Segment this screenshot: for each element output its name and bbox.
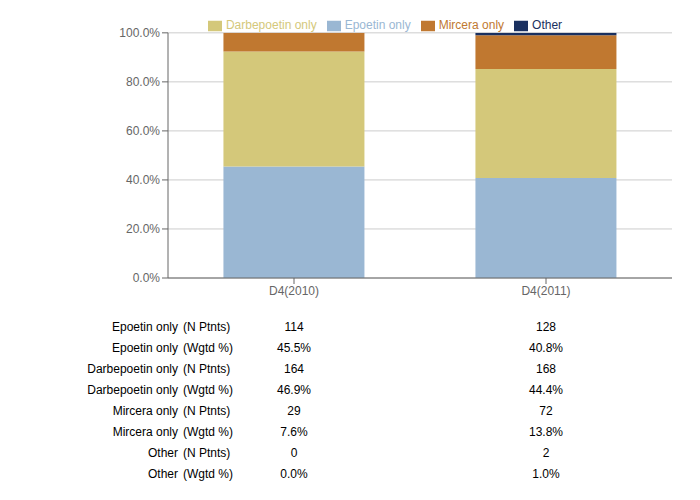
html-text:(Wgtd %): (Wgtd %) (183, 425, 233, 439)
html-text:(N Ptnts): (N Ptnts) (183, 320, 231, 334)
html-text:Other: Other (148, 446, 178, 460)
html-text:44.4%: 44.4% (529, 383, 563, 397)
html-text:128: 128 (536, 320, 556, 334)
html-text:Epoetin only: Epoetin only (344, 18, 411, 32)
html-text:168: 168 (536, 362, 556, 376)
html-text:29: 29 (287, 404, 301, 418)
svg-text:20.0%: 20.0% (126, 222, 160, 236)
svg-text:D4(2010): D4(2010) (269, 284, 319, 298)
svg-text:D4(2011): D4(2011) (521, 284, 570, 298)
html-text:(Wgtd %): (Wgtd %) (183, 467, 233, 481)
html-text:(N Ptnts): (N Ptnts) (183, 446, 231, 460)
html-text:Mircera only: Mircera only (438, 18, 505, 32)
html-text:Darbepoetin only: Darbepoetin only (87, 362, 178, 376)
html-text:46.9%: 46.9% (277, 383, 311, 397)
html-text:114: 114 (284, 320, 304, 334)
html-text:Other: Other (148, 467, 178, 481)
html-text:164: 164 (284, 362, 304, 376)
svg-text:100.0%: 100.0% (119, 26, 160, 40)
html-text:1.0%: 1.0% (532, 467, 560, 481)
html-text:2: 2 (542, 446, 550, 460)
svg-text:0.0%: 0.0% (133, 271, 161, 285)
html-text:0: 0 (290, 446, 298, 460)
html-text:40.8%: 40.8% (529, 341, 563, 355)
html-text:72: 72 (539, 404, 553, 418)
html-text:45.5%: 45.5% (277, 341, 311, 355)
html-text:(N Ptnts): (N Ptnts) (183, 362, 231, 376)
html-text:Mircera only: Mircera only (112, 425, 178, 439)
html-text:Epoetin only: Epoetin only (112, 341, 178, 355)
svg-text:80.0%: 80.0% (126, 75, 160, 89)
html-text:Epoetin only: Epoetin only (112, 320, 178, 334)
html-text:Darbepoetin only: Darbepoetin only (225, 18, 317, 32)
svg-text:60.0%: 60.0% (126, 124, 160, 138)
html-text:(N Ptnts): (N Ptnts) (183, 404, 231, 418)
svg-text:40.0%: 40.0% (126, 173, 160, 187)
html-text:7.6%: 7.6% (280, 425, 308, 439)
html-text:(Wgtd %): (Wgtd %) (183, 383, 233, 397)
html-text:Mircera only: Mircera only (112, 404, 178, 418)
html-text:0.0%: 0.0% (280, 467, 308, 481)
html-text:Other: Other (532, 18, 563, 32)
html-text:Darbepoetin only: Darbepoetin only (87, 383, 178, 397)
html-text:13.8%: 13.8% (529, 425, 563, 439)
html-text:(Wgtd %): (Wgtd %) (183, 341, 233, 355)
